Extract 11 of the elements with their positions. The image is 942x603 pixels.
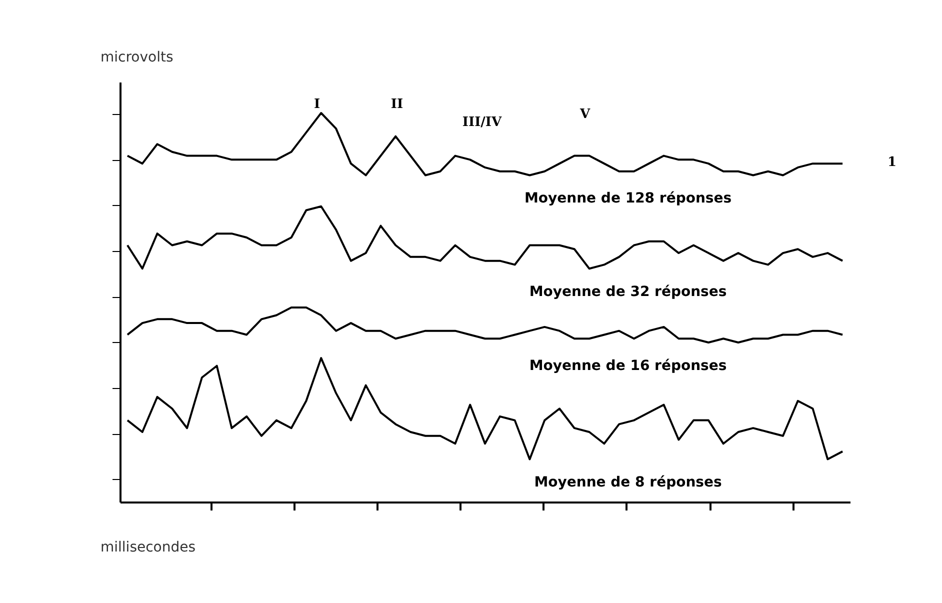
y-axis-title: microvolts: [100, 50, 174, 66]
series-label: Moyenne de 32 réponses: [529, 284, 727, 300]
text: 1: [887, 155, 897, 170]
series-label: Moyenne de 16 réponses: [529, 358, 727, 374]
text: II: [390, 97, 404, 112]
x-axis-title: millisecondes: [100, 540, 196, 556]
series-label: Moyenne de 8 réponses: [534, 474, 722, 491]
text: I: [314, 97, 320, 112]
series-label: Moyenne de 128 réponses: [524, 190, 732, 207]
annotation: V: [578, 107, 591, 122]
annotation: III/IV: [462, 115, 502, 130]
